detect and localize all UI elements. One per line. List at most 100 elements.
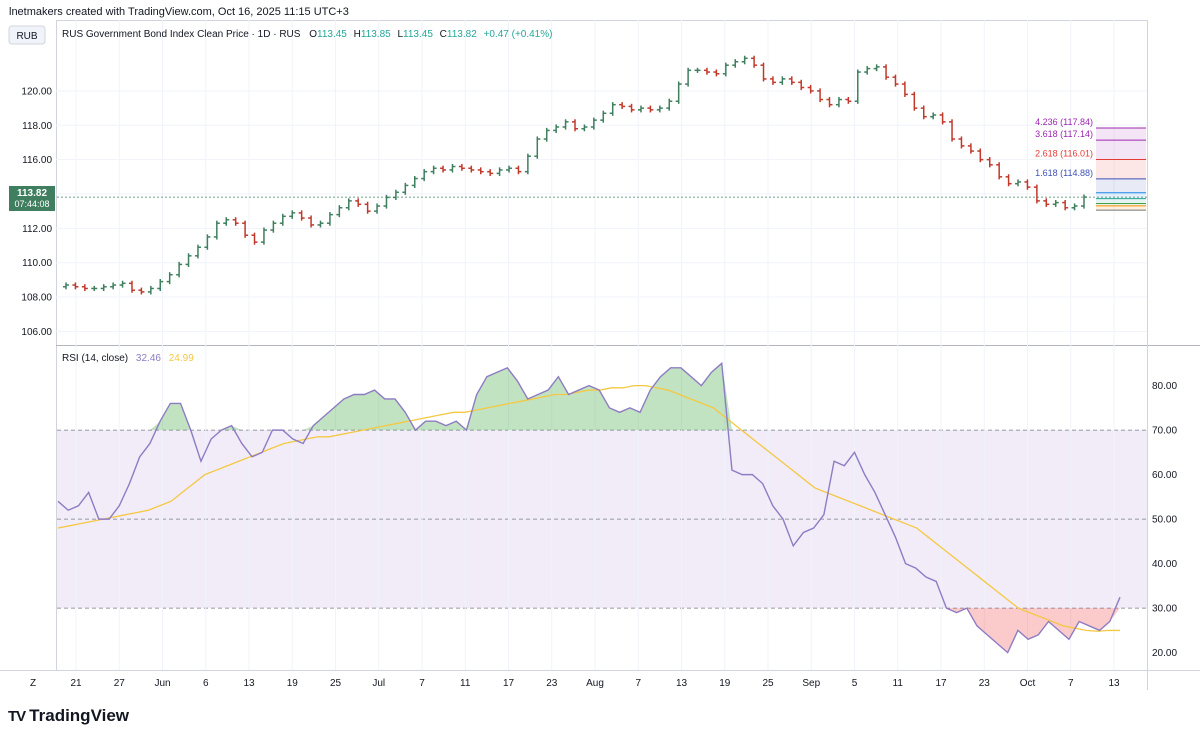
rsi-tick-label: 70.00 [1152,426,1177,437]
current-price-value: 113.82 [17,188,47,199]
time-tick-label: 17 [935,678,947,689]
ohlc-bar [308,215,315,228]
ohlc-bar [119,280,126,288]
ohlc-bar [345,198,352,211]
tradingview-logo[interactable]: TV TradingView [8,706,129,726]
ohlc-bar [760,62,767,82]
ohlc-bar [543,127,550,142]
time-tick-label: 25 [762,678,774,689]
rsi-legend[interactable]: RSI (14, close) 32.46 24.99 [62,353,194,364]
currency-label: RUB [16,31,37,42]
ohlc-bar [204,234,211,250]
ohlc-bar [996,162,1003,180]
price-tick-label: 106.00 [21,327,52,338]
low-value: 113.45 [403,29,433,40]
ohlc-bar [524,153,531,175]
close-value: 113.82 [447,29,477,40]
symbol-legend[interactable]: RUS Government Bond Index Clean Price · … [62,29,552,40]
ohlc-bar [666,98,673,111]
rsi-tick-label: 50.00 [1152,515,1177,526]
time-tick-label: 17 [503,678,515,689]
fib-zone [1096,159,1146,179]
high-label: H [354,29,361,40]
ohlc-bar [751,55,758,68]
ohlc-bar [600,110,607,123]
fib-zone [1096,205,1146,211]
ohlc-bar [1024,179,1031,190]
ohlc-bar [835,96,842,108]
high-value: 113.85 [361,29,391,40]
price-tick-label: 112.00 [22,224,52,235]
ohlc-bar [977,148,984,163]
ohlc-bar [1033,184,1040,204]
ohlc-bar [260,227,267,245]
ohlc-bar [703,67,710,75]
ohlc-bar [110,282,117,290]
ohlc-bar [864,66,871,75]
timezone-button[interactable]: Z [30,678,36,689]
ohlc-bar [487,169,494,176]
ohlc-bar [298,210,305,221]
time-tick-label: Jun [154,678,170,689]
currency-button[interactable]: RUB [8,25,46,45]
ohlc-bar [213,220,220,240]
ohlc-bar [232,217,239,226]
ohlc-bar [355,198,362,207]
ohlc-bar [1052,200,1059,207]
price-tick-label: 108.00 [21,293,52,304]
rsi-band-fill [57,430,1147,609]
ohlc-bar [166,272,173,285]
ohlc-bar [1043,198,1050,207]
ohlc-bar [392,189,399,201]
ohlc-bar [147,285,154,295]
ohlc-bar [1071,203,1078,211]
ohlc-bar [534,136,541,159]
ohlc-bar [468,165,475,173]
ohlc-bar [562,119,569,130]
time-tick-label: 7 [635,678,641,689]
ohlc-bar [798,79,805,91]
ohlc-bar [883,64,890,80]
ohlc-bar [364,201,371,214]
time-tick-label: 23 [979,678,991,689]
ohlc-bar [920,105,927,120]
ohlc-bar [63,282,69,290]
fib-level-label: 4.236 (117.84) [1035,117,1093,127]
ohlc-bar [619,102,626,109]
fib-zone [1096,178,1146,193]
change-value: +0.47 (+0.41%) [484,29,553,40]
rsi-value: 32.46 [136,353,161,364]
price-tick-label: 110.00 [22,258,52,269]
rsi-tick-label: 60.00 [1152,470,1177,481]
ohlc-bar [81,284,88,292]
time-tick-label: 13 [243,678,255,689]
ohlc-bar [176,261,183,278]
ohlc-bar [100,284,107,292]
ohlc-bar [458,163,465,171]
tradingview-brand: TradingView [29,706,129,725]
ohlc-bar [779,76,786,85]
rsi-oversold-fill [58,608,1120,653]
ohlc-bar [128,280,135,293]
ohlc-bar [656,105,663,113]
open-value: 113.45 [317,29,347,40]
low-label: L [397,29,403,40]
ohlc-bar [788,76,795,85]
price-bars-layer [57,55,1147,295]
fib-level-label: 2.618 (116.01) [1035,148,1093,158]
fib-zone [1096,140,1146,160]
fib-zone [1096,128,1146,141]
ohlc-bar [279,213,286,226]
ohlc-bar [336,205,343,218]
ohlc-bar [430,165,437,175]
time-tick-label: 7 [1068,678,1074,689]
fib-level-label: 1.618 (114.88) [1035,168,1093,178]
ohlc-bar [873,64,880,72]
ohlc-bar [694,67,701,73]
ohlc-bar [901,81,908,97]
open-label: O [309,29,317,40]
ohlc-bar [317,220,324,228]
time-tick-label: Jul [372,678,385,689]
price-tick-label: 118.00 [22,121,52,132]
